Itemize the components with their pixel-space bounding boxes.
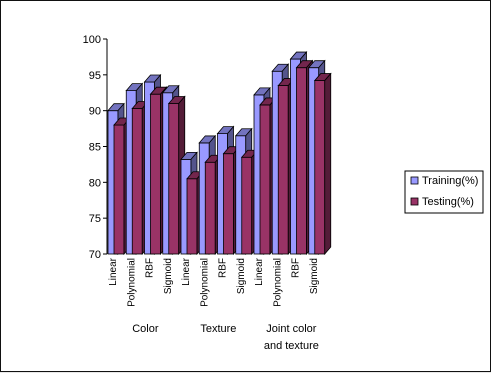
y-axis: 70 75 80 85 90 95 100 xyxy=(83,34,108,261)
category-label: Sigmoid xyxy=(309,258,320,294)
y-tick-label: 90 xyxy=(89,106,101,118)
category-labels: Linear Polynomial RBF Sigmoid Linear Polynomi… xyxy=(108,257,320,307)
legend: Training(%) Testing(%) xyxy=(404,170,484,214)
category-label: Linear xyxy=(181,257,192,285)
category-label: RBF xyxy=(291,258,302,278)
legend-swatch xyxy=(410,197,419,206)
y-tick-label: 75 xyxy=(89,213,101,225)
category-label: Sigmoid xyxy=(236,258,247,294)
category-label: RBF xyxy=(145,258,156,278)
group-label: Texture xyxy=(200,323,236,335)
legend-entry-label: Testing(%) xyxy=(422,196,474,208)
category-label: Polynomial xyxy=(199,258,210,307)
y-tick-label: 70 xyxy=(89,249,101,261)
legend-swatch xyxy=(410,176,419,185)
category-label: RBF xyxy=(218,258,229,278)
y-tick-label: 95 xyxy=(89,70,101,82)
group-label: Joint color and texture xyxy=(264,323,319,352)
category-label: Linear xyxy=(254,257,265,285)
y-tick-label: 100 xyxy=(83,34,101,46)
category-label: Linear xyxy=(108,257,119,285)
legend-entry-label: Training(%) xyxy=(422,175,478,187)
group-label: Color xyxy=(132,323,159,335)
group-labels: Color Texture Joint color and texture xyxy=(132,323,319,352)
category-label: Polynomial xyxy=(126,258,137,307)
category-label: Polynomial xyxy=(272,258,283,307)
bars xyxy=(107,50,332,256)
y-tick-label: 80 xyxy=(89,177,101,189)
y-tick-label: 85 xyxy=(89,142,101,154)
bar-testing xyxy=(313,72,332,256)
category-label: Sigmoid xyxy=(163,258,174,294)
